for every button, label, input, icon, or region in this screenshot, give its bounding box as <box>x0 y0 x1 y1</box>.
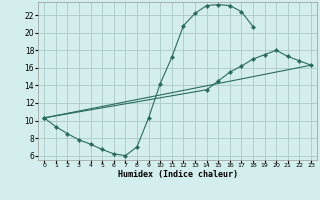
X-axis label: Humidex (Indice chaleur): Humidex (Indice chaleur) <box>118 170 238 179</box>
